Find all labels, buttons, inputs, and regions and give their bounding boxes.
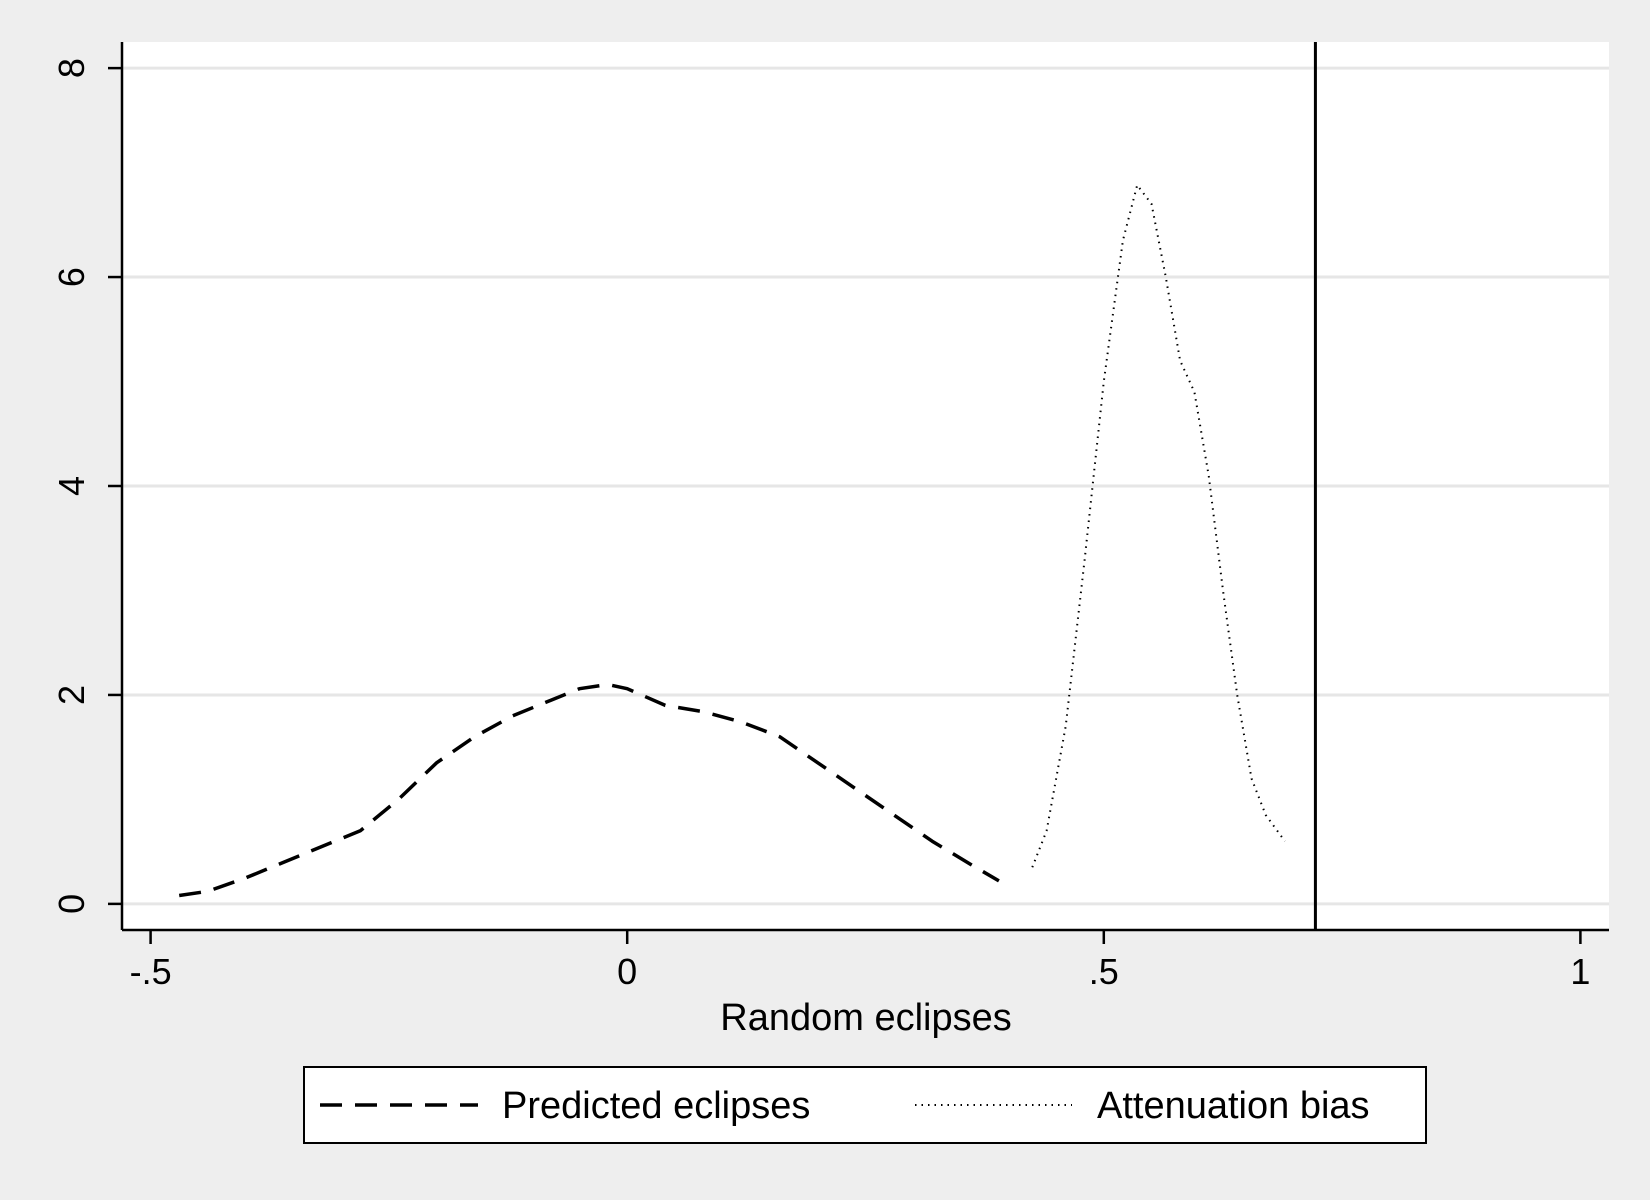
legend-label-attenuation: Attenuation bias	[1097, 1085, 1370, 1127]
y-tick-label-3: 6	[51, 267, 92, 287]
x-tick-label-0: -.5	[130, 951, 172, 992]
grid-lines	[122, 66, 1609, 906]
y-tick-label-4: 8	[51, 58, 92, 78]
x-tick-label-2: .5	[1089, 951, 1119, 992]
x-axis-title: Random eclipses	[720, 997, 1011, 1039]
series-line-0	[178, 682, 1000, 898]
x-tick-label-1: 0	[617, 951, 637, 992]
y-tick-label-1: 2	[51, 685, 92, 705]
legend: Predicted eclipses Attenuation bias	[303, 1066, 1427, 1144]
legend-box	[303, 1066, 1427, 1144]
x-tick-label-3: 1	[1570, 951, 1590, 992]
y-tick-label-2: 4	[51, 476, 92, 496]
axes: -.5 0 .5 1 0 2 4 6 8	[51, 42, 1609, 992]
legend-label-predicted: Predicted eclipses	[502, 1085, 810, 1127]
y-tick-label-0: 0	[51, 894, 92, 914]
series-lines	[178, 42, 1317, 930]
